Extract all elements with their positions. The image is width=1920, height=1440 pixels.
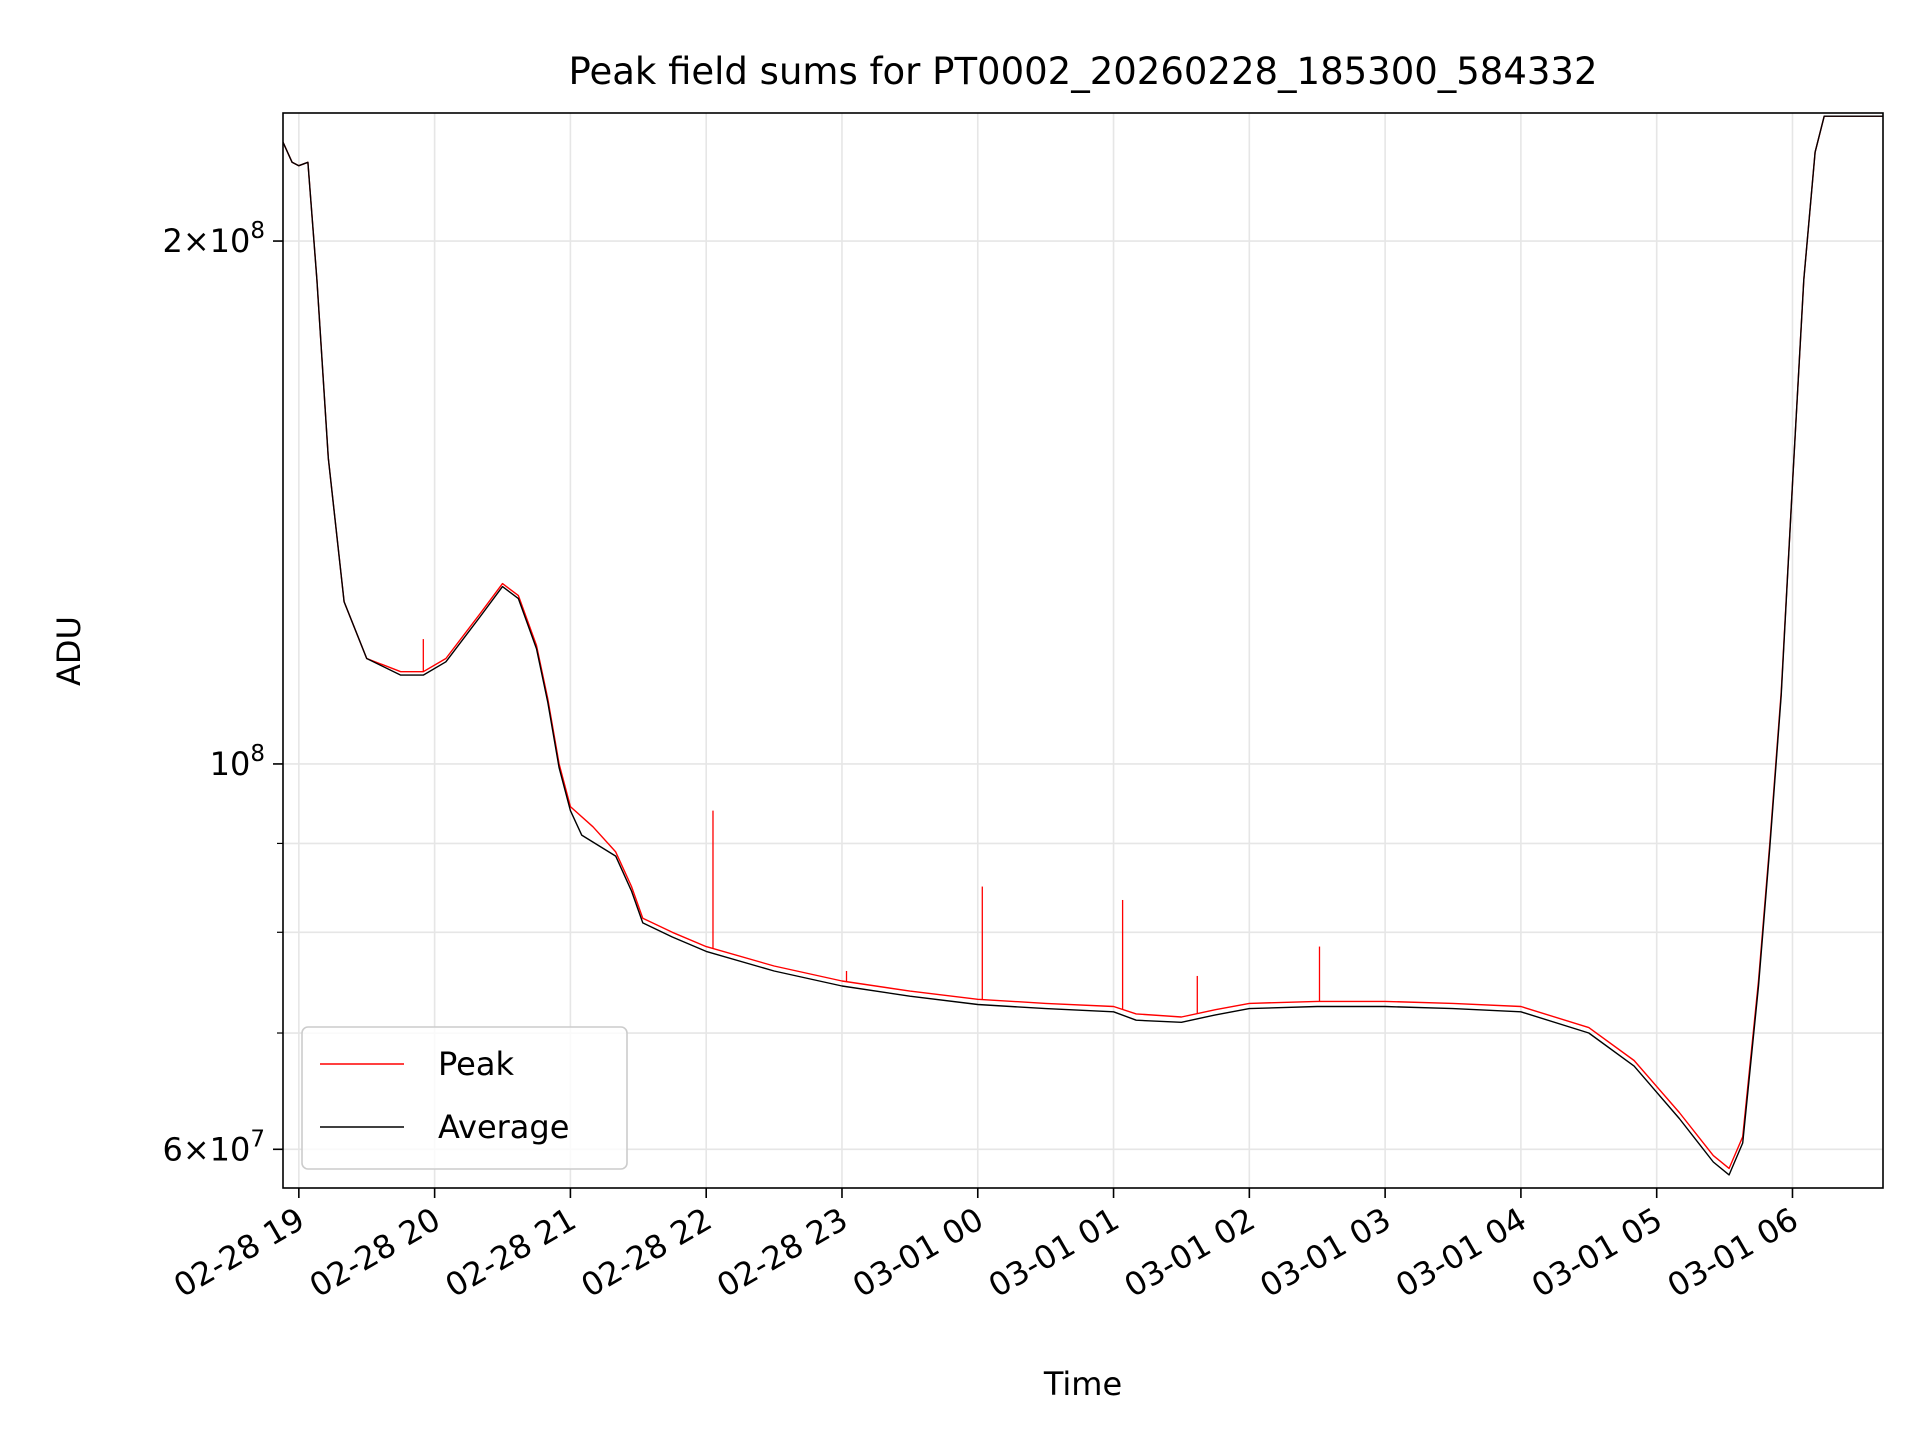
y-tick-label: 108 <box>210 741 265 783</box>
series-line-average <box>283 115 1883 1176</box>
legend-label-peak: Peak <box>438 1045 514 1083</box>
legend-box <box>301 1026 628 1170</box>
chart-title: Peak field sums for PT0002_20260228_1853… <box>568 50 1597 93</box>
legend: Peak Average <box>301 1026 628 1170</box>
series-line-peak <box>283 115 1883 1170</box>
x-axis-label: Time <box>1043 1365 1122 1403</box>
y-tick-label: 6×107 <box>162 1126 265 1168</box>
y-axis: 6×107 108 2×108 <box>162 218 283 1168</box>
plot-lines <box>283 115 1883 1176</box>
legend-label-average: Average <box>438 1108 569 1146</box>
plot-frame <box>282 112 1884 1189</box>
y-tick-label: 2×108 <box>162 218 265 260</box>
y-axis-label: ADU <box>50 616 88 686</box>
